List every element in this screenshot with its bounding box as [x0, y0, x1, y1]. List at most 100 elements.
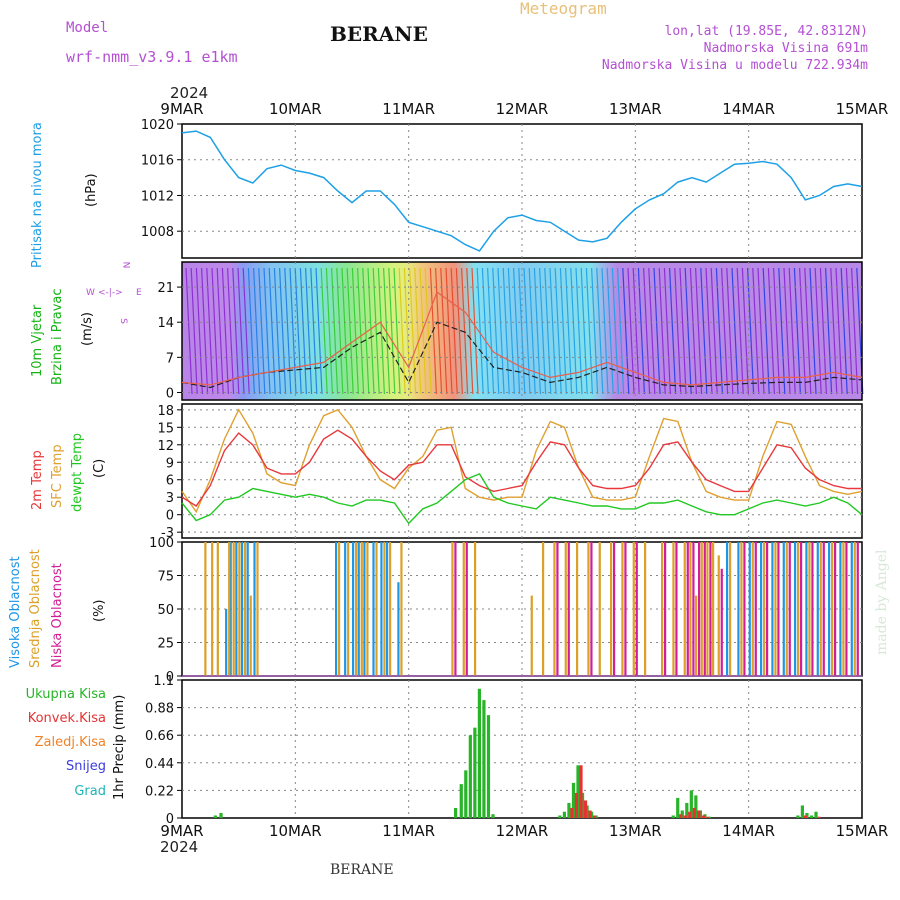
y-tick-label: 1008 — [141, 225, 174, 240]
wind-barb — [601, 267, 609, 395]
mid-cloud-bar — [256, 542, 259, 676]
y-tick-label: 1020 — [141, 118, 174, 133]
wind-barb — [502, 267, 510, 395]
station-title: BERANE — [330, 22, 428, 46]
wind-barb — [684, 267, 692, 395]
mid-cloud-bar — [451, 542, 454, 676]
y-tick-label: 100 — [149, 536, 174, 551]
total-precip-bar — [468, 735, 472, 818]
wind-barb — [201, 267, 209, 395]
low-cloud-bar — [845, 542, 848, 676]
total-precip-bar — [558, 815, 562, 818]
wind-barb — [669, 267, 677, 395]
wind-barb — [788, 267, 796, 395]
wind-barb — [611, 267, 619, 395]
high-cloud-bar — [372, 542, 375, 676]
y-tick-label: 6 — [166, 474, 174, 489]
wind-barb — [539, 267, 547, 395]
y-tick-label: 12 — [157, 439, 174, 454]
low-cloud-bar — [613, 542, 616, 676]
low-cloud-bar — [556, 542, 559, 676]
y-tick-label: 1016 — [141, 154, 174, 169]
low-cloud-bar — [709, 542, 712, 676]
wind-barb — [294, 267, 302, 395]
wind-barb — [299, 267, 307, 395]
x-tick-label-bottom: 11MAR — [382, 822, 435, 840]
mid-cloud-bar — [717, 555, 720, 676]
convective-precip-bar — [570, 807, 574, 818]
wind-barb — [216, 267, 224, 395]
total-precip-bar — [464, 770, 468, 818]
mid-cloud-bar — [819, 542, 822, 676]
wind-barb — [648, 267, 656, 395]
wind-barb — [513, 267, 521, 395]
mid-cloud-bar — [360, 542, 363, 676]
low-cloud-bar — [777, 542, 780, 676]
wind-barb — [487, 267, 495, 395]
mid-cloud-bar — [338, 542, 341, 676]
mid-cloud-bar — [375, 542, 378, 676]
wind-barb — [819, 267, 827, 395]
wind-barb — [242, 267, 250, 395]
total-precip-bar — [473, 727, 477, 818]
wind-barb — [331, 267, 339, 395]
convective-precip-bar — [817, 816, 821, 818]
x-tick-label-top: 11MAR — [382, 100, 435, 118]
convective-precip-bar — [579, 765, 583, 818]
total-precip-bar — [680, 810, 684, 818]
wind-barb — [227, 267, 235, 395]
wind-barb — [232, 267, 240, 395]
wind-barb — [289, 267, 297, 395]
wind-barb — [367, 267, 375, 395]
wind-barb — [185, 267, 193, 395]
wind-barb — [804, 267, 812, 395]
dewpoint-line — [181, 473, 863, 525]
convective-precip-bar — [803, 815, 807, 818]
wind-barb — [362, 267, 370, 395]
convective-precip-bar — [688, 811, 692, 818]
wind-barb — [466, 267, 474, 395]
wind-barb — [221, 267, 229, 395]
year-label-top: 2024 — [170, 84, 209, 102]
low-cloud-bar — [822, 542, 825, 676]
convective-precip-bar — [583, 800, 588, 818]
wind-barb — [778, 267, 786, 395]
high-cloud-bar — [253, 542, 256, 676]
total-precip-bar — [694, 795, 698, 818]
precip-legend-hail: Grad — [74, 784, 106, 799]
mid-cloud-bar — [700, 542, 703, 676]
total-precip-bar — [685, 802, 689, 818]
compass-e: E — [136, 288, 142, 298]
wind-barb — [346, 267, 354, 395]
wind-barb — [414, 267, 422, 395]
low-cloud-bar — [686, 542, 689, 676]
high-cloud-bar — [771, 542, 774, 676]
mid-cloud-bar — [204, 542, 207, 676]
low-cloud-bar — [465, 542, 468, 676]
total-precip-bar — [477, 688, 481, 818]
low-cloud-bar — [766, 542, 769, 676]
high-cloud-bar — [246, 542, 249, 676]
wind-barb — [731, 267, 739, 395]
wind-barb — [284, 267, 292, 395]
x-tick-label-top: 14MAR — [722, 100, 775, 118]
wind-barb — [247, 267, 255, 395]
low-cloud-bar — [788, 542, 791, 676]
mid-cloud-bar — [400, 542, 403, 676]
wind-barb — [549, 267, 557, 395]
wind-barb — [799, 267, 807, 395]
high-cloud-bar — [363, 542, 366, 676]
mid-cloud-bar — [366, 542, 369, 676]
compass-rose: N W <-|-> E S — [86, 258, 146, 328]
wind-barb — [544, 267, 552, 395]
compass-w: W — [86, 288, 95, 298]
mid-cloud-bar — [740, 542, 743, 676]
wind-barb — [637, 267, 645, 395]
y-tick-label: 15 — [157, 421, 174, 436]
wind-barb — [424, 267, 432, 395]
wind-barb — [622, 267, 630, 395]
wind-barb — [497, 267, 505, 395]
convective-precip-bar — [593, 815, 597, 818]
wind-barb — [273, 267, 281, 395]
wind-barb — [440, 267, 448, 395]
